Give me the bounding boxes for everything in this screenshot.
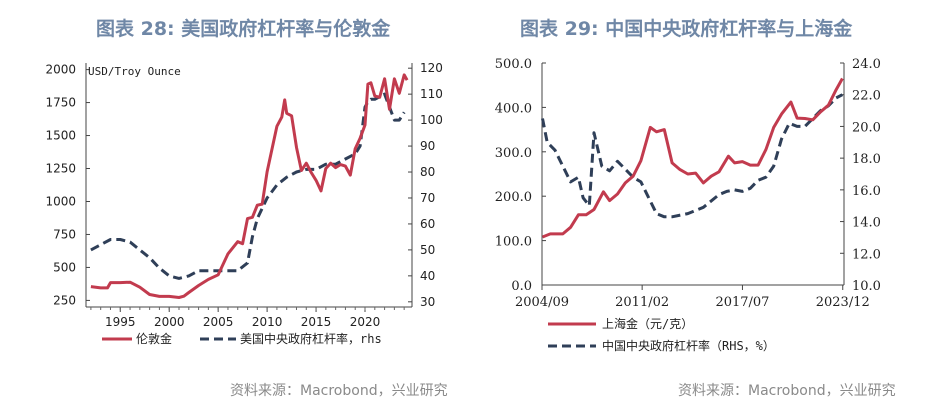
- left-unit-label: USD/Troy Ounce: [88, 65, 181, 78]
- left-legend-lev-label: 美国中央政府杠杆率，rhs: [240, 331, 382, 346]
- right-y2-tick-label: 12.0: [852, 247, 881, 262]
- left-chart-title: 图表 28: 美国政府杠杆率与伦敦金: [96, 18, 391, 40]
- left-source-note: 资料来源：Macrobond，兴业研究: [230, 383, 448, 399]
- right-y-tick-label: 300.0: [495, 146, 532, 161]
- right-chart-title: 图表 29: 中国中央政府杠杆率与上海金: [520, 18, 853, 40]
- right-y-tick-label: 0.0: [511, 279, 532, 294]
- right-y2-tick-label: 10.0: [852, 279, 881, 294]
- left-y2-tick-label: 80: [420, 165, 435, 179]
- right-source-note: 资料来源：Macrobond，兴业研究: [678, 383, 896, 399]
- right-y-tick-label: 200.0: [495, 190, 532, 205]
- left-x-tick-label: 1995: [105, 315, 136, 329]
- left-y-tick-label: 1750: [45, 96, 76, 110]
- left-y-tick-label: 2000: [45, 63, 76, 77]
- right-x-tick-label: 2004/09: [515, 295, 569, 310]
- left-gold-line: [90, 73, 409, 299]
- left-y-tick-label: 750: [53, 227, 76, 241]
- left-y-tick-label: 250: [53, 293, 76, 307]
- left-y2-tick-label: 30: [420, 295, 435, 309]
- left-y2-tick-label: 40: [420, 269, 435, 283]
- left-y2-tick-label: 100: [420, 113, 443, 127]
- left-y2-tick-label: 70: [420, 191, 435, 205]
- left-y2-tick-label: 110: [420, 87, 443, 101]
- right-leverage-line: [541, 93, 844, 219]
- left-x-tick-label: 2005: [203, 315, 234, 329]
- left-x-tick-label: 2010: [252, 315, 283, 329]
- left-y2-tick-label: 90: [420, 139, 435, 153]
- right-y-tick-label: 500.0: [495, 57, 532, 72]
- right-legend-lev-label: 中国中央政府杠杆率（RHS，%）: [602, 338, 775, 353]
- left-y-tick-label: 500: [53, 260, 76, 274]
- left-y2-tick-label: 60: [420, 217, 435, 231]
- right-legend-gold-label: 上海金（元/克）: [602, 316, 693, 331]
- left-y2-tick-label: 50: [420, 243, 435, 257]
- right-y-tick-label: 400.0: [495, 101, 532, 116]
- left-y-tick-label: 1250: [45, 162, 76, 176]
- left-x-tick-label: 2020: [350, 315, 381, 329]
- right-y2-tick-label: 24.0: [852, 57, 881, 72]
- right-y2-tick-label: 14.0: [852, 216, 881, 231]
- right-x-tick-label: 2017/07: [715, 295, 769, 310]
- right-y2-tick-label: 16.0: [852, 184, 881, 199]
- right-y-tick-label: 100.0: [495, 235, 532, 250]
- left-y2-tick-label: 120: [420, 61, 443, 75]
- right-y2-tick-label: 22.0: [852, 89, 881, 104]
- left-x-tick-label: 2015: [301, 315, 332, 329]
- left-y-tick-label: 1000: [45, 194, 76, 208]
- right-x-tick-label: 2011/02: [615, 295, 669, 310]
- right-y2-tick-label: 18.0: [852, 152, 881, 167]
- left-legend-gold-label: 伦敦金: [136, 331, 172, 346]
- left-y-tick-label: 1500: [45, 129, 76, 143]
- right-gold-line: [541, 77, 844, 239]
- right-y2-tick-label: 20.0: [852, 120, 881, 135]
- left-x-tick-label: 2000: [154, 315, 185, 329]
- right-x-tick-label: 2023/12: [816, 295, 870, 310]
- left-leverage-line: [90, 92, 406, 280]
